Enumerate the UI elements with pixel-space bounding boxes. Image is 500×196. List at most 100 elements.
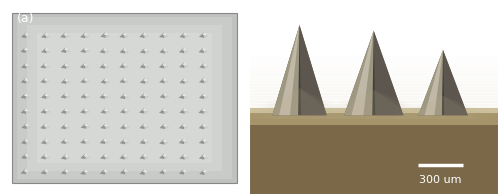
Polygon shape — [418, 50, 468, 115]
Polygon shape — [125, 169, 130, 174]
Polygon shape — [279, 23, 299, 115]
Polygon shape — [60, 32, 66, 38]
Polygon shape — [20, 78, 26, 83]
Polygon shape — [84, 153, 88, 157]
Polygon shape — [202, 63, 207, 66]
Polygon shape — [40, 123, 46, 129]
Polygon shape — [40, 63, 46, 69]
Polygon shape — [120, 32, 125, 38]
Polygon shape — [21, 153, 26, 159]
Polygon shape — [26, 108, 30, 114]
Polygon shape — [200, 63, 204, 69]
Polygon shape — [144, 108, 148, 114]
Bar — [27, 25, 222, 171]
Polygon shape — [61, 169, 66, 175]
Polygon shape — [144, 32, 149, 38]
Polygon shape — [44, 123, 49, 127]
Polygon shape — [180, 78, 185, 84]
Polygon shape — [84, 47, 88, 50]
Polygon shape — [21, 139, 26, 144]
Polygon shape — [26, 78, 30, 83]
Polygon shape — [105, 169, 110, 175]
Polygon shape — [44, 108, 49, 111]
Polygon shape — [41, 93, 46, 99]
Polygon shape — [106, 32, 110, 38]
Polygon shape — [60, 138, 66, 144]
Polygon shape — [120, 48, 125, 54]
Polygon shape — [124, 108, 128, 111]
Polygon shape — [100, 47, 105, 54]
Polygon shape — [142, 108, 147, 111]
Polygon shape — [85, 63, 89, 69]
Bar — [250, 110, 498, 115]
Polygon shape — [86, 77, 90, 83]
Polygon shape — [140, 63, 145, 68]
Polygon shape — [182, 47, 187, 51]
Polygon shape — [443, 50, 468, 115]
Polygon shape — [84, 32, 88, 36]
Polygon shape — [66, 154, 70, 160]
Bar — [250, 61, 498, 66]
Polygon shape — [24, 108, 29, 111]
Polygon shape — [60, 47, 66, 53]
Polygon shape — [178, 138, 184, 144]
Polygon shape — [125, 108, 130, 114]
Polygon shape — [86, 108, 89, 114]
Polygon shape — [164, 153, 168, 159]
Polygon shape — [125, 138, 129, 144]
Polygon shape — [184, 93, 188, 99]
Polygon shape — [140, 154, 145, 160]
Polygon shape — [66, 123, 70, 129]
Polygon shape — [20, 93, 26, 99]
Polygon shape — [66, 63, 70, 69]
Polygon shape — [120, 123, 126, 129]
Polygon shape — [143, 169, 148, 172]
Polygon shape — [144, 123, 149, 129]
Bar — [12, 14, 236, 182]
Polygon shape — [140, 48, 145, 54]
Polygon shape — [202, 138, 207, 142]
Polygon shape — [44, 32, 49, 36]
Polygon shape — [163, 93, 168, 96]
Polygon shape — [199, 32, 204, 38]
Bar — [250, 70, 498, 74]
Polygon shape — [46, 153, 50, 159]
Polygon shape — [139, 108, 144, 114]
Polygon shape — [64, 78, 69, 81]
Bar — [250, 81, 498, 86]
Polygon shape — [204, 47, 208, 53]
Polygon shape — [86, 123, 90, 129]
Polygon shape — [40, 153, 46, 159]
Bar — [250, 107, 498, 112]
Bar — [250, 58, 498, 63]
Polygon shape — [204, 123, 208, 129]
Polygon shape — [106, 78, 110, 84]
Polygon shape — [199, 154, 204, 160]
Polygon shape — [65, 32, 70, 38]
Polygon shape — [120, 169, 126, 174]
Polygon shape — [85, 138, 89, 144]
Polygon shape — [106, 108, 110, 114]
Polygon shape — [198, 123, 204, 129]
Polygon shape — [80, 47, 86, 53]
Text: 300 um: 300 um — [420, 175, 462, 185]
Polygon shape — [64, 108, 69, 111]
Polygon shape — [104, 154, 108, 157]
Polygon shape — [202, 32, 207, 35]
Polygon shape — [144, 78, 148, 81]
Bar — [250, 108, 498, 125]
Polygon shape — [204, 138, 208, 144]
Polygon shape — [162, 63, 167, 66]
Polygon shape — [100, 93, 105, 99]
Polygon shape — [64, 169, 69, 172]
Polygon shape — [24, 139, 29, 142]
Polygon shape — [145, 63, 149, 68]
Polygon shape — [184, 108, 189, 114]
Polygon shape — [182, 138, 187, 142]
Bar — [17, 17, 232, 179]
Polygon shape — [124, 153, 129, 160]
Polygon shape — [106, 123, 110, 129]
Polygon shape — [164, 139, 168, 145]
Polygon shape — [182, 154, 188, 157]
Polygon shape — [120, 138, 125, 144]
